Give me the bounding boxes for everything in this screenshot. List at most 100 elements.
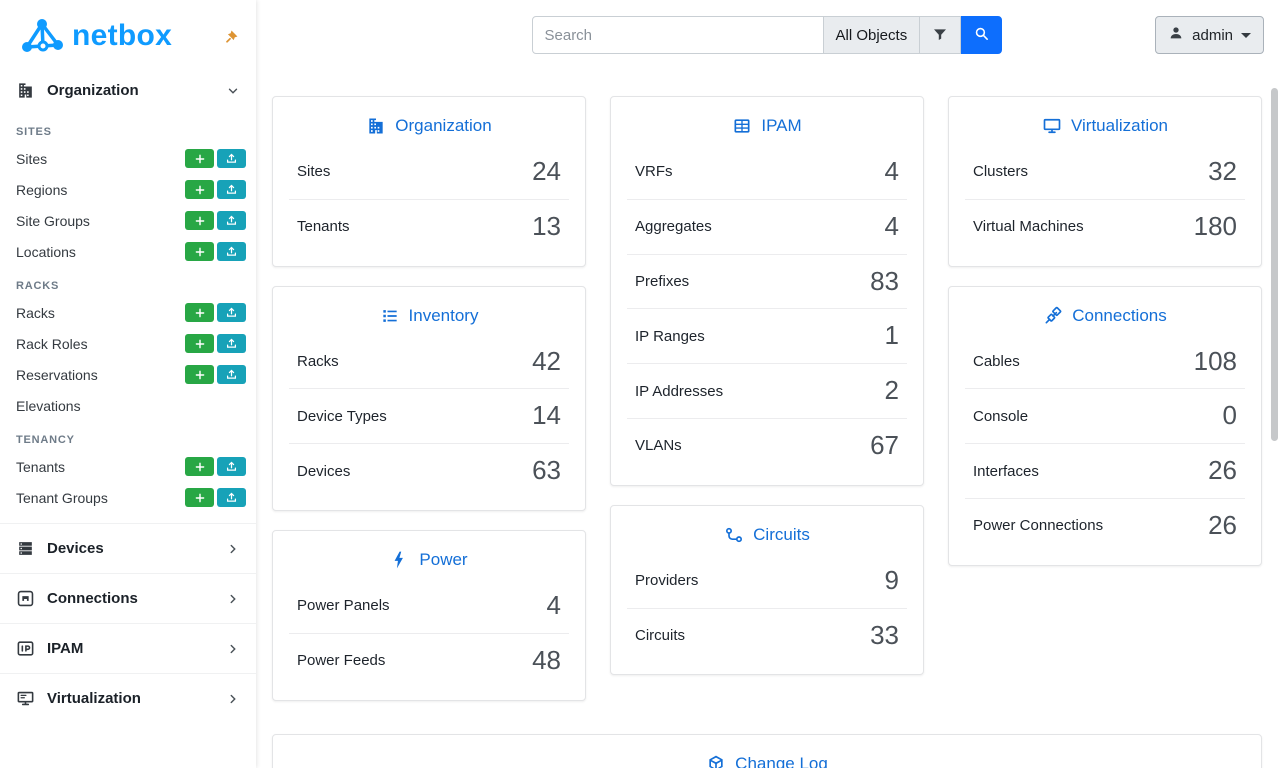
import-button[interactable]	[217, 303, 246, 322]
stat-row-vlans[interactable]: VLANs 67	[627, 419, 907, 473]
stat-row-prefixes[interactable]: Prefixes 83	[627, 255, 907, 310]
user-name: admin	[1192, 26, 1233, 44]
sidebar-item-tenant-groups[interactable]: Tenant Groups	[0, 482, 256, 513]
person-icon	[1168, 25, 1184, 45]
import-button[interactable]	[217, 457, 246, 476]
stat-row-power-connections[interactable]: Power Connections 26	[965, 499, 1245, 553]
main-area: All Objects admin	[256, 0, 1280, 768]
add-button[interactable]	[185, 457, 214, 476]
add-button[interactable]	[185, 149, 214, 168]
object-type-button[interactable]: All Objects	[823, 16, 921, 54]
stat-row-device-types[interactable]: Device Types 14	[289, 389, 569, 445]
chevron-right-icon	[226, 542, 240, 556]
card-changelog-title[interactable]: Change Log	[289, 751, 1245, 768]
stat-row-devices[interactable]: Devices 63	[289, 444, 569, 498]
sidebar-item-rack-roles[interactable]: Rack Roles	[0, 328, 256, 359]
stat-row-clusters[interactable]: Clusters 32	[965, 145, 1245, 200]
brand-name[interactable]: netbox	[72, 19, 173, 52]
stat-row-virtual-machines[interactable]: Virtual Machines 180	[965, 200, 1245, 254]
stat-row-console[interactable]: Console 0	[965, 389, 1245, 445]
add-button[interactable]	[185, 303, 214, 322]
card-virtualization-title[interactable]: Virtualization	[965, 113, 1245, 145]
add-button[interactable]	[185, 334, 214, 353]
stat-value: 2	[884, 375, 899, 406]
stat-row-power-panels[interactable]: Power Panels 4	[289, 579, 569, 634]
item-label: Sites	[16, 150, 48, 167]
sidebar-item-reservations[interactable]: Reservations	[0, 359, 256, 390]
stat-row-power-feeds[interactable]: Power Feeds 48	[289, 634, 569, 688]
stat-row-racks[interactable]: Racks 42	[289, 335, 569, 390]
add-button[interactable]	[185, 180, 214, 199]
sidebar-section-ipam-header[interactable]: IPAM	[0, 624, 256, 673]
pin-sidebar-icon[interactable]	[221, 26, 242, 47]
stat-value: 4	[546, 589, 561, 620]
sidebar-section-label: Organization	[47, 82, 139, 99]
stat-label: Providers	[635, 572, 699, 590]
add-button[interactable]	[185, 488, 214, 507]
stat-row-circuits[interactable]: Circuits 33	[627, 609, 907, 663]
stat-value: 4	[884, 156, 899, 186]
import-button[interactable]	[217, 334, 246, 353]
netbox-logo-icon[interactable]	[16, 14, 68, 58]
import-button[interactable]	[217, 211, 246, 230]
global-search: All Objects	[531, 16, 1005, 54]
card-ipam-title[interactable]: IPAM	[627, 113, 907, 145]
sidebar-item-regions[interactable]: Regions	[0, 174, 256, 205]
card-power-title[interactable]: Power	[289, 547, 569, 579]
stat-value: 9	[884, 564, 899, 595]
sidebar-item-tenants[interactable]: Tenants	[0, 451, 256, 482]
sidebar-section-devices-header[interactable]: Devices	[0, 524, 256, 573]
stat-label: Clusters	[973, 163, 1029, 181]
add-button[interactable]	[185, 365, 214, 384]
stat-label: Device Types	[297, 407, 387, 425]
stat-row-sites[interactable]: Sites 24	[289, 145, 569, 200]
sidebar-item-site-groups[interactable]: Site Groups	[0, 205, 256, 236]
sidebar-section-virtualization-header[interactable]: Virtualization	[0, 674, 256, 723]
add-button[interactable]	[185, 242, 214, 261]
sidebar-item-locations[interactable]: Locations	[0, 236, 256, 267]
sidebar-item-elevations[interactable]: Elevations	[0, 390, 256, 421]
import-button[interactable]	[217, 149, 246, 168]
stat-label: Interfaces	[973, 462, 1039, 480]
sidebar-section-organization-header[interactable]: Organization	[0, 68, 256, 113]
stat-row-cables[interactable]: Cables 108	[965, 335, 1245, 390]
stat-row-ip-ranges[interactable]: IP Ranges 1	[627, 309, 907, 365]
sidebar-section-connections-header[interactable]: Connections	[0, 574, 256, 623]
stat-row-vrfs[interactable]: VRFs 4	[627, 145, 907, 200]
import-button[interactable]	[217, 180, 246, 199]
stat-label: Racks	[297, 352, 339, 370]
topbar: All Objects admin	[256, 0, 1280, 71]
import-button[interactable]	[217, 488, 246, 507]
sidebar-section-ipam: IPAM	[0, 623, 256, 673]
sidebar-item-sites[interactable]: Sites	[0, 143, 256, 174]
stat-row-providers[interactable]: Providers 9	[627, 554, 907, 609]
user-menu-button[interactable]: admin	[1155, 16, 1264, 54]
stat-label: Console	[973, 407, 1029, 425]
stat-value: 180	[1193, 210, 1237, 241]
page-scrollbar[interactable]	[1271, 88, 1278, 441]
stat-label: Cables	[973, 352, 1020, 370]
card-circuits-title[interactable]: Circuits	[627, 522, 907, 554]
item-label: Tenant Groups	[16, 489, 108, 506]
sidebar-item-racks[interactable]: Racks	[0, 297, 256, 328]
stat-value: 26	[1208, 509, 1237, 540]
stat-row-aggregates[interactable]: Aggregates 4	[627, 200, 907, 255]
stat-row-tenants[interactable]: Tenants 13	[289, 200, 569, 254]
card-circuits: Circuits Providers 9 Circuits 33	[610, 504, 924, 676]
search-input[interactable]	[531, 16, 824, 54]
add-button[interactable]	[185, 211, 214, 230]
building-icon	[366, 116, 386, 136]
import-button[interactable]	[217, 242, 246, 261]
stat-row-ip-addresses[interactable]: IP Addresses 2	[627, 364, 907, 419]
filter-button[interactable]	[920, 16, 962, 54]
stat-row-interfaces[interactable]: Interfaces 26	[965, 444, 1245, 499]
sidebar: netbox Organization	[0, 0, 256, 768]
card-connections-title[interactable]: Connections	[965, 303, 1245, 335]
card-organization-title[interactable]: Organization	[289, 113, 569, 145]
search-button[interactable]	[961, 16, 1003, 54]
stat-label: IP Addresses	[635, 382, 724, 400]
import-button[interactable]	[217, 365, 246, 384]
card-inventory: Inventory Racks 42 Device Types 14	[272, 285, 586, 511]
card-inventory-title[interactable]: Inventory	[289, 303, 569, 335]
